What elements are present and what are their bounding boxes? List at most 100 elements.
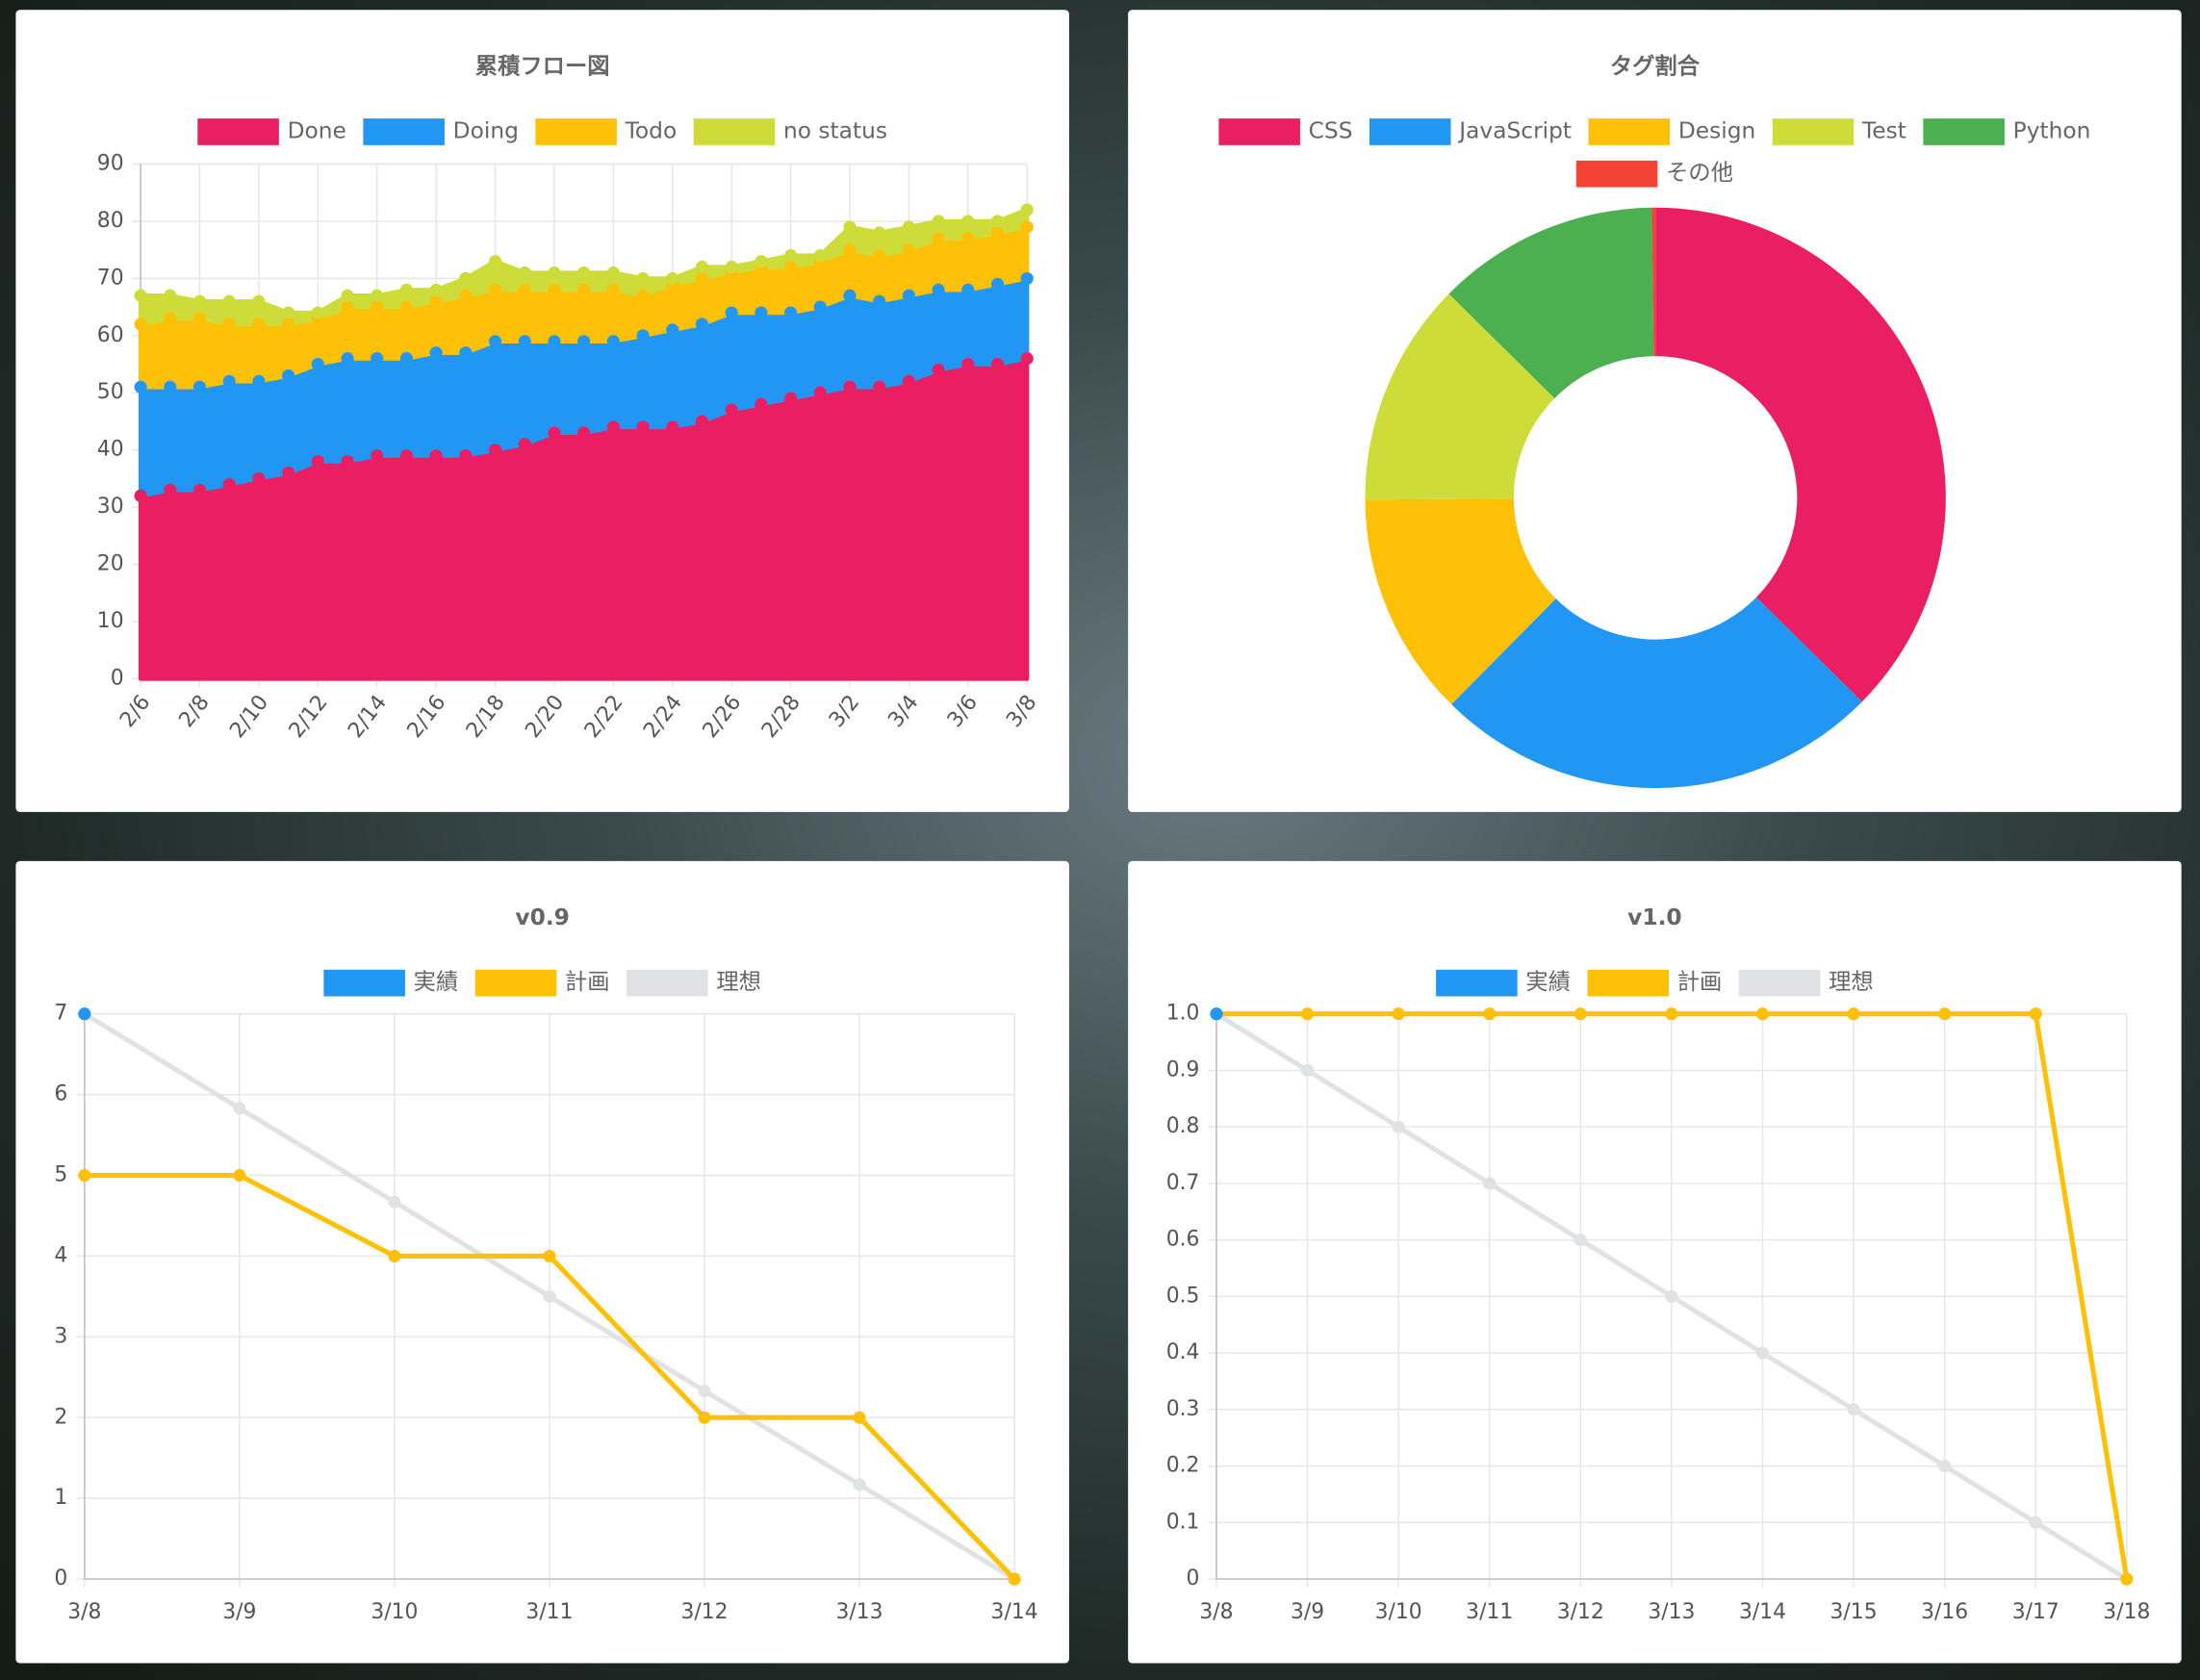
point [784,249,798,263]
point [577,426,591,440]
point [666,271,679,285]
point [2029,1007,2042,1021]
point [784,392,798,405]
point [518,438,531,451]
doughnut-slice [1651,207,1656,357]
legend-label: Design [1678,117,1755,143]
legend-label: Python [2013,117,2091,143]
point [548,426,561,440]
point [164,312,177,325]
point [192,483,207,496]
y-tick-label: 20 [97,552,124,576]
y-tick-label: 10 [97,609,124,633]
point [1573,1007,1587,1021]
point [134,289,147,302]
point [606,283,620,296]
y-tick-label: 0 [111,666,124,690]
y-tick-label: 80 [97,209,124,233]
point [399,352,414,366]
point [695,260,709,274]
x-tick-label: 3/13 [1648,1600,1695,1624]
point [282,306,295,319]
point [755,397,768,411]
panel [1128,860,2182,1664]
doughnut-slice [1448,207,1654,398]
point [1392,1120,1405,1133]
point [429,294,443,308]
y-tick-label: 50 [97,380,124,404]
point [961,215,975,228]
point [164,483,177,496]
point [548,283,561,296]
point [488,444,502,457]
point [725,306,738,319]
point [311,306,324,319]
point [606,420,620,434]
point [2120,1572,2134,1586]
y-tick-label: 30 [97,495,124,519]
legend-label: その他 [1666,160,1733,186]
point [1665,1007,1678,1021]
point [1665,1289,1678,1303]
point [698,1411,711,1424]
doughnut-slice [1451,597,1862,789]
point [1847,1007,1860,1021]
y-tick-label: 70 [97,266,124,290]
point [666,420,679,434]
point [233,1168,246,1183]
legend-label: 実績 [414,969,459,995]
point [1755,1007,1770,1021]
point [961,232,975,245]
point [488,335,502,348]
point [961,283,975,296]
point [341,352,354,366]
point [990,215,1005,228]
point [843,289,857,302]
point [429,283,443,296]
point [695,318,709,331]
x-tick-label: 3/8 [1199,1600,1233,1624]
y-tick-label: 0 [54,1566,67,1591]
y-tick-label: 7 [54,1002,67,1026]
x-tick-label: 3/10 [1375,1600,1422,1624]
point [636,329,650,343]
point [1755,1346,1770,1360]
point [843,220,857,234]
point [1483,1177,1497,1190]
x-tick-label: 3/17 [2012,1600,2059,1624]
y-tick-label: 0.1 [1166,1510,1200,1534]
point [813,300,827,314]
x-tick-label: 3/11 [1466,1600,1513,1624]
point [429,346,443,360]
legend-label: 実績 [1525,969,1571,995]
panel [15,860,1069,1664]
y-tick-label: 90 [97,152,124,176]
point [1938,1460,1952,1473]
point [2029,1515,2042,1529]
point [1392,1007,1405,1021]
point [1020,271,1034,285]
y-tick-label: 3 [54,1324,67,1348]
point [341,455,354,469]
y-tick-label: 0.5 [1166,1284,1200,1308]
point [252,471,266,485]
legend-swatch [1436,969,1518,997]
point [784,306,798,319]
x-tick-label: 3/14 [991,1600,1038,1624]
point [902,289,915,302]
y-tick-label: 2 [54,1405,67,1429]
y-tick-label: 0.8 [1166,1114,1200,1138]
x-tick-label: 3/8 [67,1600,101,1624]
point [636,289,650,302]
x-tick-label: 3/11 [525,1600,573,1624]
point [518,283,531,296]
point [990,226,1005,240]
point [961,357,975,371]
point [78,1168,91,1183]
legend-swatch [1218,118,1300,145]
y-tick-label: 0.2 [1166,1454,1200,1478]
point [134,318,147,331]
point [755,306,768,319]
point [252,318,266,331]
